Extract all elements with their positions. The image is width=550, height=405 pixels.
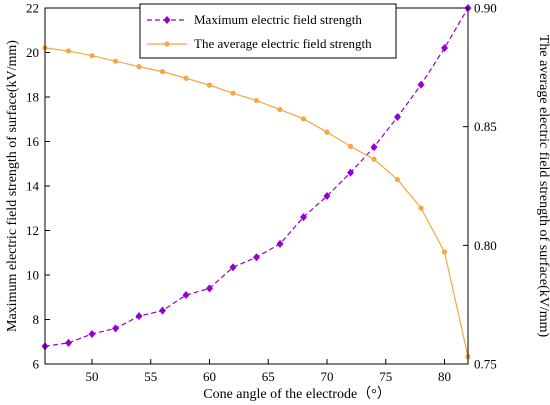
- series-point-1: [394, 176, 401, 183]
- series-point-1: [300, 116, 307, 122]
- series-line-1: [44, 47, 469, 357]
- series-point-1: [112, 58, 119, 64]
- right-y-tick-label: 0.80: [474, 238, 497, 253]
- series-point-0: [417, 80, 425, 89]
- left-y-tick-label: 20: [26, 45, 39, 60]
- series-point-1: [136, 64, 142, 70]
- left-y-tick-label: 8: [33, 312, 40, 327]
- series-point-1: [324, 129, 330, 135]
- right-y-tick-label: 0.75: [474, 357, 497, 372]
- series-point-0: [159, 306, 166, 315]
- series-point-0: [135, 312, 143, 321]
- left-y-tick-label: 10: [26, 268, 39, 283]
- series-point-0: [88, 329, 96, 338]
- series-point-1: [206, 82, 213, 88]
- legend: Maximum electric field strength The aver…: [139, 3, 397, 59]
- series-point-0: [370, 143, 378, 152]
- series-line-0: [44, 7, 469, 347]
- series-point-0: [300, 213, 307, 222]
- series-point-1: [89, 53, 95, 59]
- left-y-tick-label: 14: [26, 179, 40, 194]
- series-point-1: [159, 69, 166, 75]
- x-tick-label: 50: [86, 369, 99, 384]
- legend-label-max: Maximum electric field strength: [194, 12, 362, 27]
- plot-frame: [44, 7, 469, 365]
- legend-marker-avg: [164, 41, 170, 47]
- right-axis-title: The average electric field strength of s…: [536, 35, 550, 338]
- left-axis-title: Maximum electric field strength of surfa…: [5, 40, 20, 332]
- x-tick-label: 60: [203, 369, 216, 384]
- legend-marker-max: [163, 16, 171, 24]
- series-point-0: [65, 338, 72, 347]
- series-point-1: [230, 90, 236, 96]
- left-y-tick-label: 22: [26, 1, 39, 16]
- series-point-1: [418, 205, 424, 211]
- series-point-1: [277, 106, 283, 113]
- series-point-1: [347, 143, 354, 149]
- x-axis-title: Cone angle of the electrode（°）: [203, 386, 391, 402]
- legend-box: [139, 3, 397, 59]
- series-point-1: [65, 48, 72, 54]
- x-tick-label: 80: [438, 369, 451, 384]
- series-point-0: [182, 291, 190, 300]
- series-point-0: [276, 239, 284, 248]
- series-point-0: [206, 284, 213, 293]
- series-point-0: [347, 168, 354, 177]
- left-y-tick-label: 12: [26, 223, 39, 238]
- series-point-0: [394, 113, 401, 122]
- series-point-0: [441, 44, 448, 53]
- series-point-1: [253, 97, 260, 104]
- x-tick-label: 65: [262, 369, 275, 384]
- legend-label-avg: The average electric field strength: [194, 36, 372, 51]
- left-y-tick-label: 16: [26, 134, 40, 149]
- series-layer: [41, 4, 472, 360]
- series-point-0: [253, 253, 260, 262]
- series-point-0: [112, 324, 119, 333]
- right-y-tick-label: 0.85: [474, 119, 497, 134]
- series-point-0: [229, 263, 237, 272]
- series-point-0: [323, 192, 331, 201]
- left-y-tick-label: 6: [33, 357, 40, 372]
- right-y-tick-label: 0.90: [474, 1, 497, 16]
- x-tick-label: 55: [144, 369, 157, 384]
- series-point-1: [183, 75, 189, 81]
- series-point-1: [371, 156, 377, 162]
- x-tick-label: 75: [379, 369, 392, 384]
- left-y-tick-label: 18: [26, 90, 39, 105]
- series-point-1: [441, 249, 448, 255]
- x-tick-label: 70: [321, 369, 334, 384]
